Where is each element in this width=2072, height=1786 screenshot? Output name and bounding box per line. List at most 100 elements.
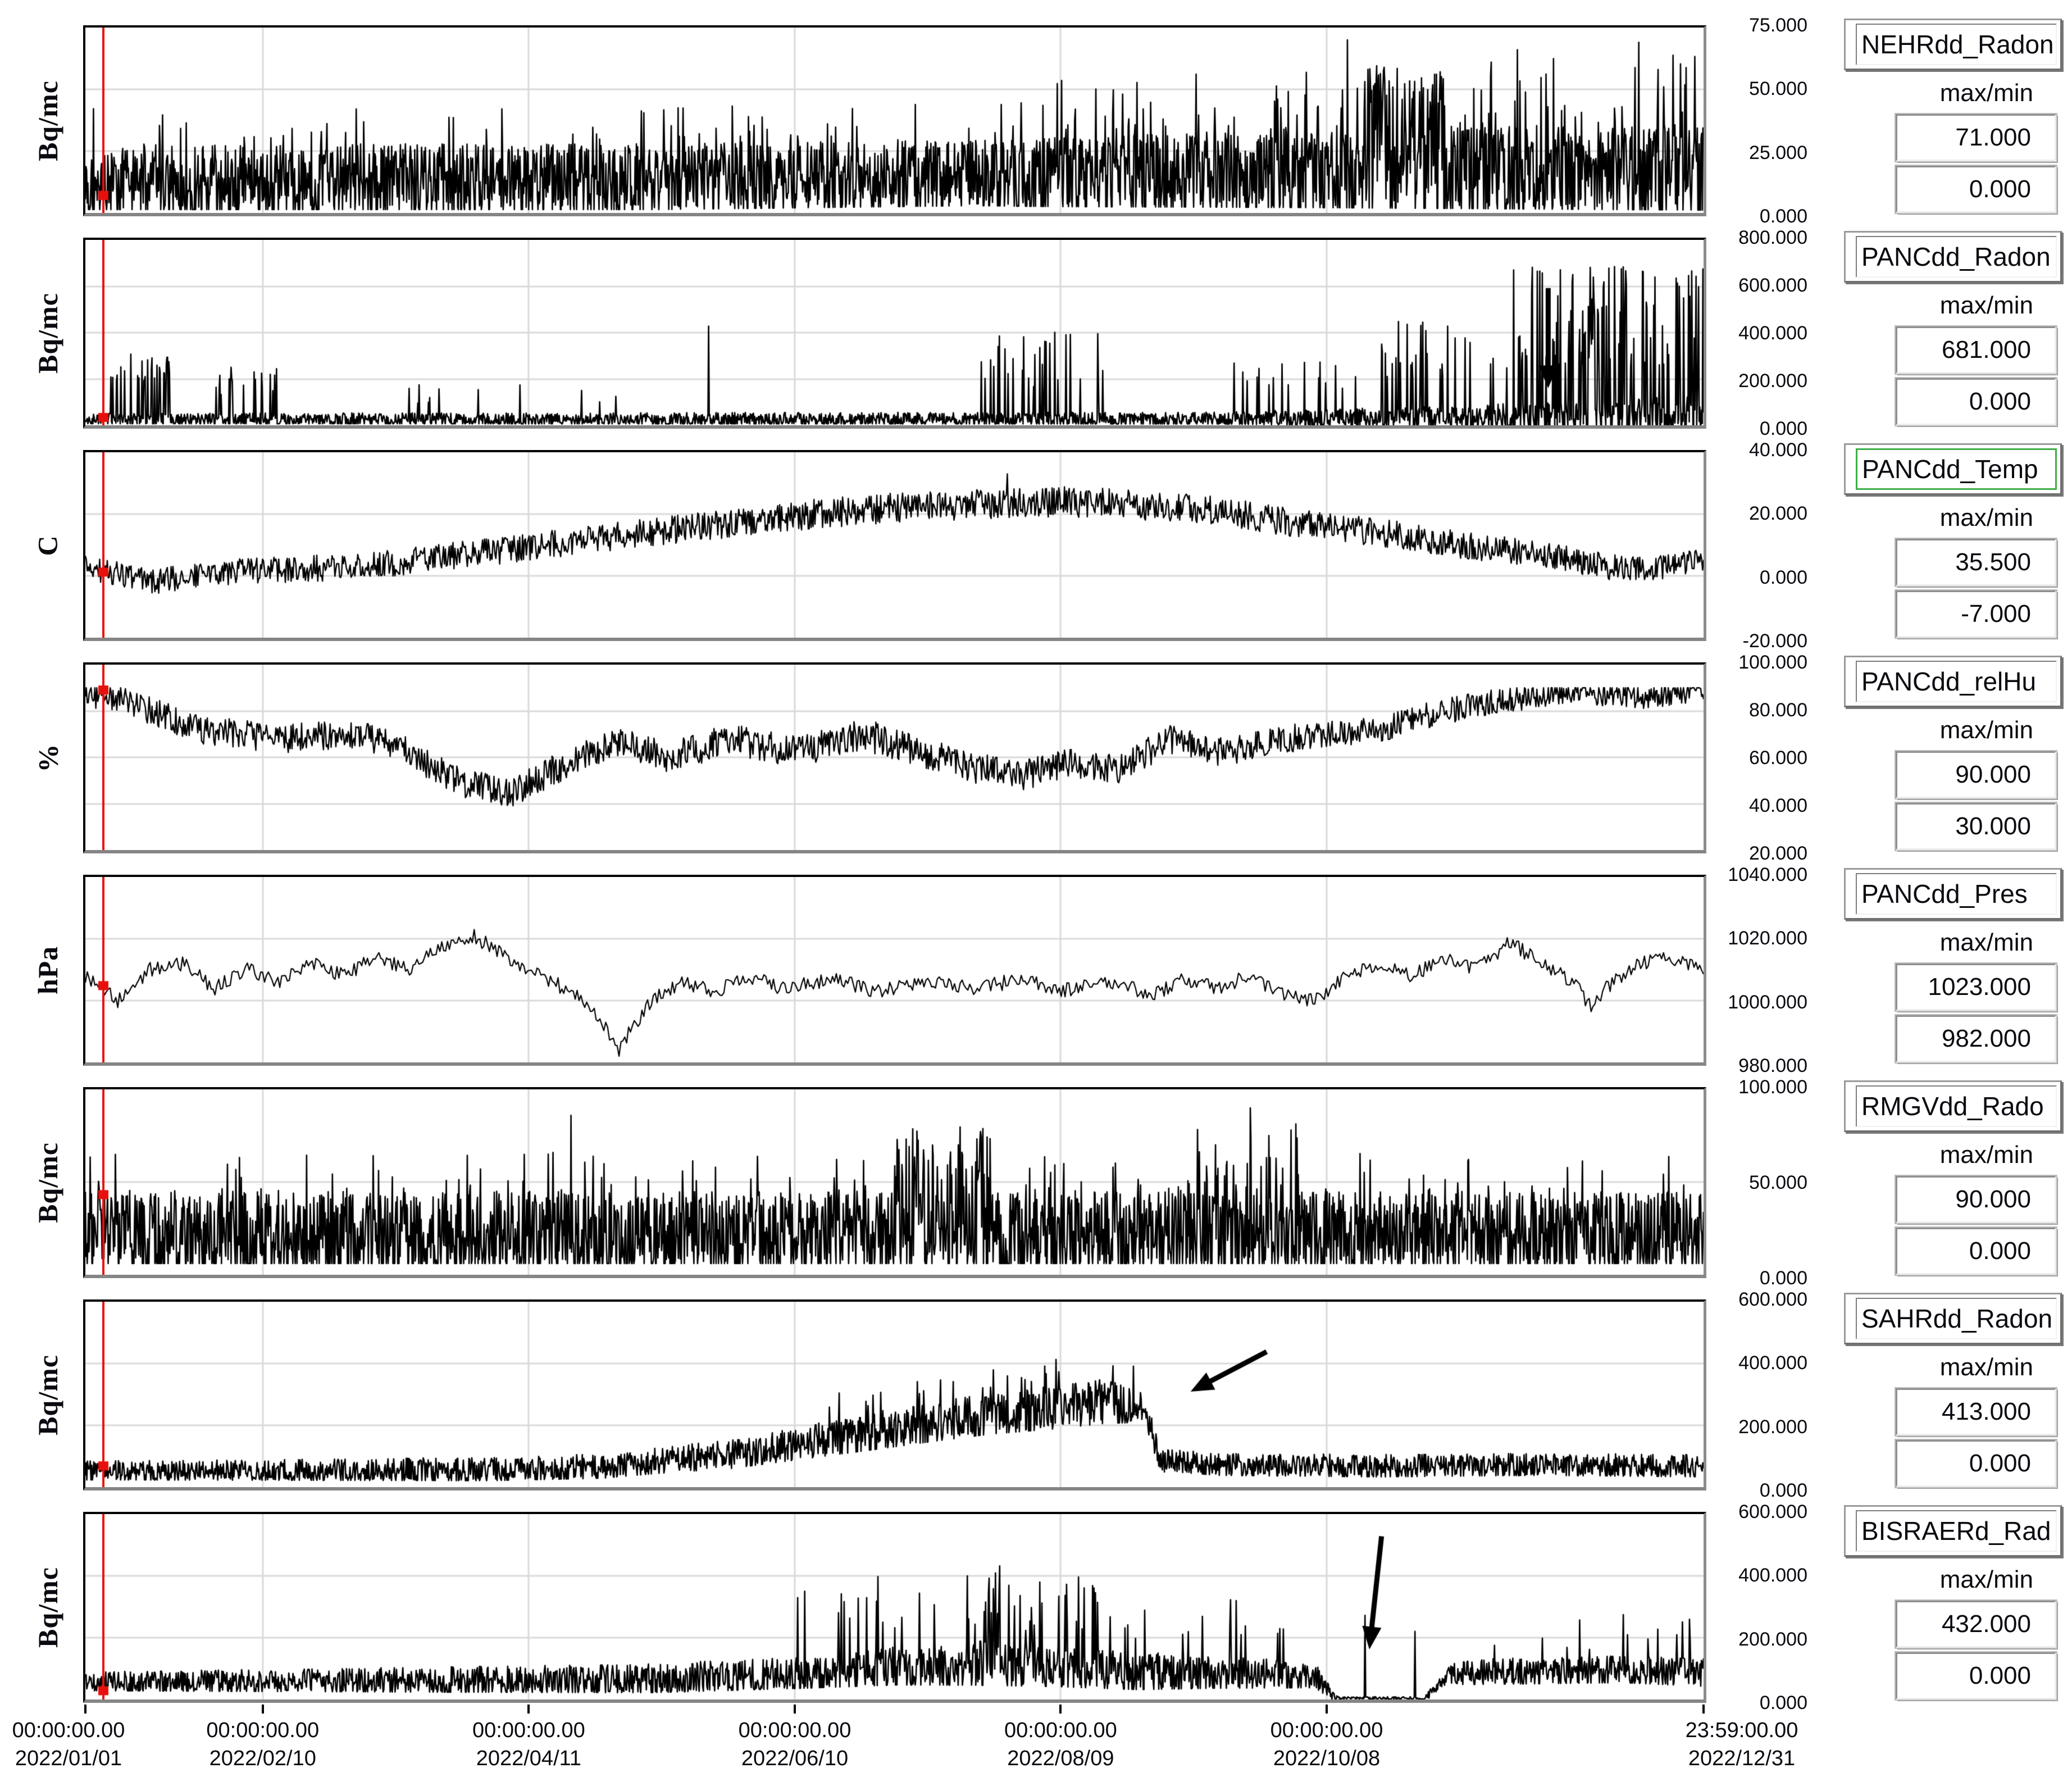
min-value: 982.000 xyxy=(1941,1025,2031,1052)
x-axis-tick xyxy=(84,1705,86,1714)
y-tick-label: 60.000 xyxy=(1749,747,1807,769)
unit-label-wrap: Bq/mc xyxy=(17,1299,79,1490)
min-value: 0.000 xyxy=(1969,175,2031,203)
x-axis-tick xyxy=(1326,1705,1328,1714)
max-value: 90.000 xyxy=(1955,1185,2031,1213)
y-tick-label: 800.000 xyxy=(1738,227,1807,248)
plot-canvas-NEHRdd_Radon[interactable] xyxy=(85,28,1704,213)
plot-canvas-PANCdd_Pres[interactable] xyxy=(85,877,1704,1062)
y-axis-unit-label: Bq/mc xyxy=(32,80,63,161)
x-tick-time: 00:00:00.00 xyxy=(12,1719,125,1742)
y-tick-label: 0.000 xyxy=(1759,1480,1807,1501)
min-value-box: 0.000 xyxy=(1895,1439,2057,1488)
x-tick-date: 2022/06/10 xyxy=(741,1747,849,1770)
x-axis-tick xyxy=(1702,1705,1705,1714)
x-axis-tick xyxy=(261,1705,264,1714)
channel-name-text: NEHRdd_Radon xyxy=(1856,24,2057,65)
y-tick-label: 400.000 xyxy=(1738,322,1807,344)
y-tick-label: 1020.000 xyxy=(1728,928,1807,949)
y-axis-unit-label: Bq/mc xyxy=(32,1142,63,1223)
channel-name-box: PANCdd_Radon xyxy=(1844,231,2062,283)
plot-canvas-PANCdd_Temp[interactable] xyxy=(85,452,1704,638)
plot-canvas-SAHRdd_Radon[interactable] xyxy=(85,1302,1704,1487)
min-value-box: 0.000 xyxy=(1895,165,2057,214)
max-value: 432.000 xyxy=(1941,1610,2031,1638)
y-tick-label: 600.000 xyxy=(1738,275,1807,296)
x-tick-time: 00:00:00.00 xyxy=(206,1719,320,1742)
y-tick-label: 0.000 xyxy=(1759,1267,1807,1289)
x-tick-time: 00:00:00.00 xyxy=(1004,1719,1117,1742)
y-tick-label: 20.000 xyxy=(1749,503,1807,525)
plot-canvas-RMGVdd_Rado[interactable] xyxy=(85,1089,1704,1275)
plot-PANCdd_relHu xyxy=(83,662,1706,853)
channel-name-box: RMGVdd_Rado xyxy=(1844,1080,2062,1132)
channel-name-box: SAHRdd_Radon xyxy=(1844,1293,2062,1344)
min-value-box: 0.000 xyxy=(1895,377,2057,426)
unit-label-wrap: hPa xyxy=(17,875,79,1066)
y-axis-unit-label: Bq/mc xyxy=(32,1567,63,1648)
min-value: 30.000 xyxy=(1955,812,2031,840)
y-axis-unit-label: % xyxy=(32,743,63,772)
channel-name-box: PANCdd_Temp xyxy=(1844,443,2062,495)
unit-label-wrap: Bq/mc xyxy=(17,1512,79,1703)
y-axis-unit-label: hPa xyxy=(31,946,63,995)
channel-name-text: BISRAERd_Rad xyxy=(1856,1510,2057,1552)
y-tick-label: 100.000 xyxy=(1738,1076,1807,1098)
y-tick-label: 25.000 xyxy=(1749,142,1807,163)
plot-NEHRdd_Radon xyxy=(83,25,1706,216)
y-tick-label: 50.000 xyxy=(1749,78,1807,100)
max-value-box: 35.500 xyxy=(1895,538,2057,587)
y-tick-label: 40.000 xyxy=(1749,439,1807,461)
plot-PANCdd_Radon xyxy=(83,238,1706,429)
maxmin-caption: max/min xyxy=(1939,292,2033,319)
maxmin-caption: max/min xyxy=(1939,716,2033,744)
plot-SAHRdd_Radon xyxy=(83,1299,1706,1490)
x-tick-time: 00:00:00.00 xyxy=(472,1719,585,1742)
channel-name-text: PANCdd_relHu xyxy=(1856,661,2057,702)
maxmin-caption: max/min xyxy=(1939,1353,2033,1381)
y-tick-label: 100.000 xyxy=(1738,652,1807,673)
channel-name-box: PANCdd_Pres xyxy=(1844,868,2062,920)
channel-name-text: PANCdd_Temp xyxy=(1856,448,2057,490)
unit-label-wrap: C xyxy=(17,450,79,641)
max-value-box: 90.000 xyxy=(1895,1175,2057,1224)
maxmin-caption: max/min xyxy=(1939,929,2033,956)
y-tick-label: 0.000 xyxy=(1759,206,1807,227)
plot-canvas-PANCdd_Radon[interactable] xyxy=(85,240,1704,425)
x-tick-date: 2022/01/01 xyxy=(15,1747,122,1770)
min-value: 0.000 xyxy=(1969,1237,2031,1265)
max-value: 1023.000 xyxy=(1928,973,2031,1001)
max-value-box: 413.000 xyxy=(1895,1387,2057,1437)
y-tick-label: 600.000 xyxy=(1738,1289,1807,1310)
y-tick-label: 40.000 xyxy=(1749,795,1807,816)
plot-canvas-BISRAERd_Rad[interactable] xyxy=(85,1514,1704,1699)
min-value: 0.000 xyxy=(1969,1449,2031,1477)
x-tick-time: 00:00:00.00 xyxy=(1270,1719,1383,1742)
y-tick-label: 200.000 xyxy=(1738,370,1807,392)
plot-PANCdd_Temp xyxy=(83,450,1706,641)
min-value: 0.000 xyxy=(1969,1662,2031,1689)
maxmin-caption: max/min xyxy=(1939,1566,2033,1593)
max-value-box: 681.000 xyxy=(1895,325,2057,375)
y-axis-unit-label: C xyxy=(31,535,63,556)
maxmin-caption: max/min xyxy=(1939,1141,2033,1169)
max-value: 90.000 xyxy=(1955,761,2031,788)
plot-BISRAERd_Rad xyxy=(83,1512,1706,1703)
y-tick-label: 1040.000 xyxy=(1728,864,1807,885)
unit-label-wrap: % xyxy=(17,662,79,853)
min-value-box: 982.000 xyxy=(1895,1014,2057,1064)
plot-RMGVdd_Rado xyxy=(83,1087,1706,1278)
x-axis-tick xyxy=(794,1705,796,1714)
max-value: 413.000 xyxy=(1941,1398,2031,1425)
channel-name-box: PANCdd_relHu xyxy=(1844,656,2062,707)
max-value-box: 71.000 xyxy=(1895,113,2057,162)
y-tick-label: 0.000 xyxy=(1759,418,1807,439)
y-tick-label: 980.000 xyxy=(1738,1055,1807,1076)
y-tick-label: 0.000 xyxy=(1759,1692,1807,1714)
y-tick-label: 1000.000 xyxy=(1728,991,1807,1013)
y-axis-unit-label: Bq/mc xyxy=(32,1355,63,1435)
min-value-box: -7.000 xyxy=(1895,589,2057,639)
plot-canvas-PANCdd_relHu[interactable] xyxy=(85,665,1704,850)
x-tick-time: 23:59:00.00 xyxy=(1685,1719,1798,1742)
